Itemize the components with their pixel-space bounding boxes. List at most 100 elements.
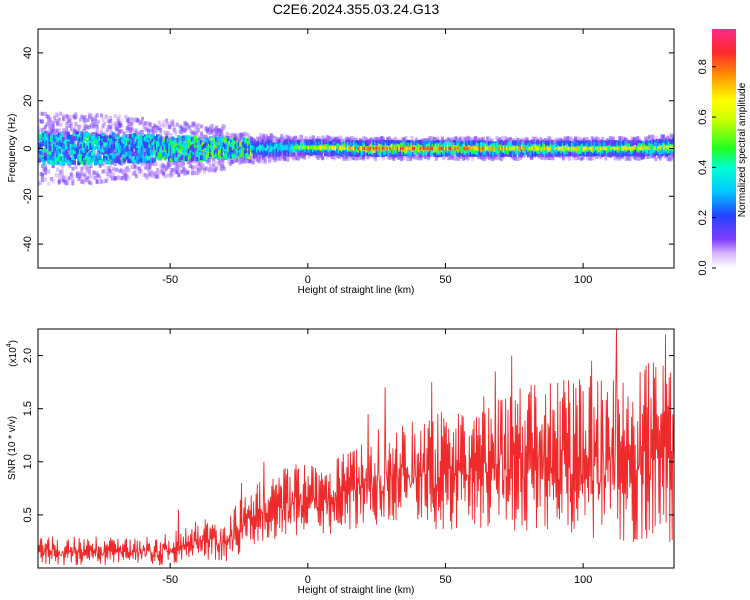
spectrogram-cell <box>295 156 299 161</box>
spectrogram-cell <box>192 152 196 158</box>
spectrogram-cell <box>343 154 347 159</box>
spectrogram-cell <box>59 111 63 116</box>
spectrogram-cell <box>147 129 151 134</box>
spectrogram-cell <box>274 138 278 143</box>
spectrogram-cell <box>259 133 263 138</box>
spectrogram-cell <box>377 137 381 142</box>
spectrogram-cell <box>145 175 149 180</box>
spectrogram-cell <box>41 119 45 124</box>
spectrogram-cell <box>80 140 84 145</box>
spectrogram-cell <box>133 133 137 138</box>
spectrogram-cell <box>372 155 376 160</box>
spectrogram-cell <box>100 113 104 118</box>
spectrogram-cell <box>304 135 308 140</box>
spectrogram-cell <box>41 127 45 132</box>
spectrogram-cell <box>86 179 90 184</box>
spectrogram-cell <box>103 160 107 165</box>
spectrogram-cell <box>174 139 178 145</box>
spectrogram-cell <box>386 154 390 159</box>
spectrogram-cell <box>93 160 98 166</box>
spectrogram-cell <box>43 133 48 139</box>
spectrogram-cell <box>118 159 122 165</box>
spectrogram-cell <box>458 137 462 142</box>
spectrogram-cell <box>83 119 87 124</box>
spectrogram-cell <box>175 162 179 167</box>
spectrogram-cell <box>230 147 234 153</box>
spectrogram-cell <box>74 143 78 149</box>
spectrogram-cell <box>77 134 81 139</box>
spectrogram-cell <box>98 155 102 161</box>
spectrogram-cell <box>156 168 160 173</box>
spectrogram-cell <box>204 141 208 147</box>
spectrogram-cell <box>56 129 60 134</box>
spectrogram-cell <box>80 172 84 177</box>
spectrogram-cell <box>110 148 114 153</box>
spectrogram-cell <box>83 160 87 166</box>
spectrogram-cell <box>175 170 179 175</box>
spectrogram-cell <box>154 124 158 129</box>
spectrogram-cell <box>131 118 135 123</box>
spectrogram-cell <box>95 144 99 150</box>
spectrogram-cell <box>363 136 367 141</box>
spectrogram-cell <box>181 163 185 168</box>
spectrogram-cell <box>195 123 199 128</box>
spectrogram-cell <box>86 168 90 173</box>
spectrogram-cell <box>109 134 113 140</box>
spectrogram-cell <box>122 157 126 163</box>
spectrogram-cell <box>192 170 196 175</box>
spectrogram-cell <box>348 156 352 161</box>
spectrogram-cell <box>56 167 60 172</box>
spectrogram-cell <box>416 156 420 161</box>
spectrogram-cell <box>380 135 384 140</box>
spectrogram-cell <box>246 133 250 138</box>
spectrogram-cell <box>140 133 144 138</box>
spectrogram-cell <box>265 134 269 139</box>
spectrogram-cell <box>495 156 499 161</box>
spectrogram-cell <box>236 133 240 138</box>
spectrogram-cell <box>89 133 93 138</box>
spectrogram-cell <box>145 164 149 169</box>
spectrogram-cell <box>163 174 167 179</box>
spectrogram-cell <box>197 161 201 166</box>
spectrogram-cell <box>71 139 75 145</box>
spectrogram-cell <box>66 176 70 181</box>
spectrogram-cell <box>69 127 73 132</box>
spectrogram-cell <box>393 137 397 142</box>
spectrogram-cell <box>160 162 164 167</box>
spectrogram-cell <box>157 169 161 174</box>
spectrogram-cell <box>287 135 291 140</box>
spectrogram-cell <box>222 125 226 130</box>
spectrogram-cell <box>150 171 154 176</box>
spectrogram-cell <box>342 153 346 158</box>
spectrogram-cell <box>57 117 61 122</box>
spectrogram-cell <box>248 135 252 140</box>
spectrogram-cell <box>410 155 414 160</box>
spectrogram-cell <box>131 137 135 143</box>
spectrogram-cell <box>71 174 75 179</box>
spectrogram-cell <box>101 159 105 164</box>
spectrogram-cell <box>146 155 151 161</box>
spectrogram-cell <box>428 136 432 141</box>
spectrogram-cell <box>83 173 87 178</box>
spectrogram-cell <box>169 171 173 176</box>
spectrogram-cell <box>231 132 235 137</box>
spectrogram-cell <box>248 154 252 160</box>
spectrogram-cell <box>107 145 111 150</box>
spectrogram-cell <box>125 129 129 134</box>
spectrogram-cell <box>166 121 170 126</box>
spectrogram-cell <box>424 138 428 143</box>
spectrogram-cell <box>113 152 117 158</box>
spectrogram-cell <box>38 128 40 133</box>
spectrogram-cell <box>124 173 128 178</box>
spectrogram-cell <box>184 169 188 174</box>
spectrogram-cell <box>140 161 144 166</box>
spectrogram-cell <box>325 139 329 145</box>
spectrogram-cell <box>218 159 222 164</box>
spectrogram-cell <box>225 155 229 160</box>
spectrogram-cell <box>144 126 148 131</box>
spectrogram-cell <box>48 130 52 135</box>
spectrogram-cell <box>62 176 66 181</box>
spectrogram-cell <box>213 168 217 173</box>
